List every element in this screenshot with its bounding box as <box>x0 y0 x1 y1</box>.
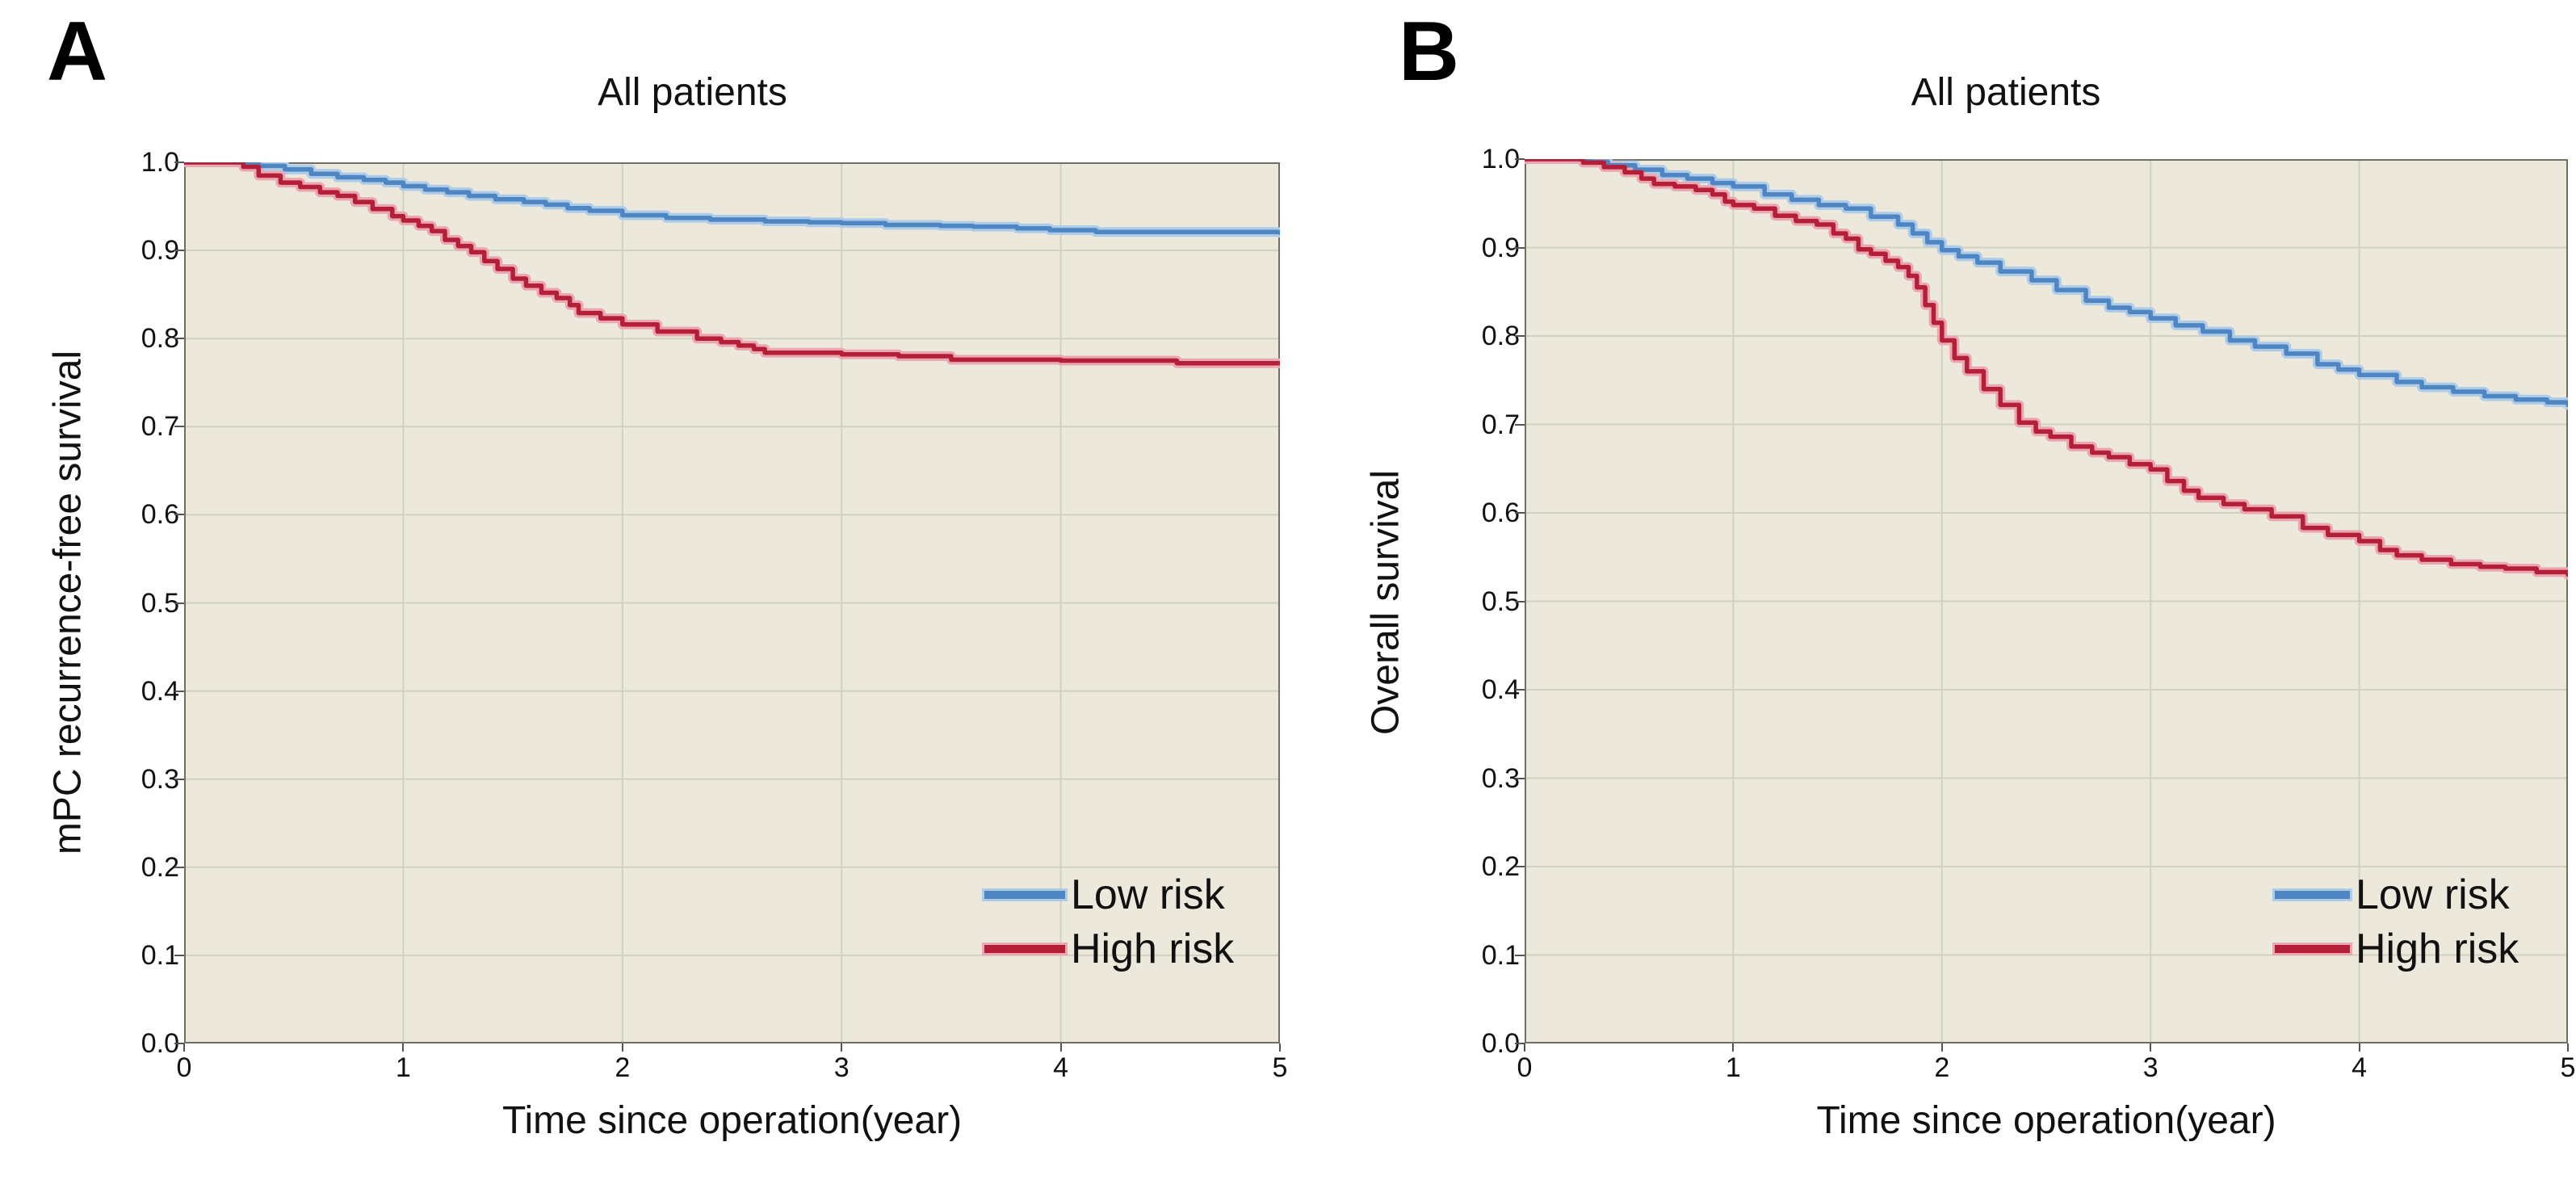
y-tick-label: 1.0 <box>141 147 179 178</box>
y-tick-mark <box>1515 600 1525 602</box>
y-tick-mark <box>174 690 184 692</box>
legend-swatch-low-risk <box>982 888 1068 901</box>
survival-curve-low-risk <box>1525 159 2568 408</box>
y-tick-mark <box>1515 777 1525 779</box>
y-tick-label: 0.0 <box>1481 1028 1520 1059</box>
y-tick-mark <box>174 954 184 956</box>
y-axis-title: mPC recurrence-free survival <box>46 350 90 855</box>
legend-entry-high-risk: High risk <box>982 927 1234 971</box>
y-tick-label: 0.5 <box>141 587 179 619</box>
legend-label-low-risk: Low risk <box>2356 871 2510 918</box>
y-tick-label: 0.3 <box>1481 762 1520 794</box>
km-plot-svg <box>184 162 1280 1043</box>
x-tick-mark <box>1279 1043 1281 1052</box>
y-tick-label: 0.7 <box>141 411 179 443</box>
legend-label-low-risk: Low risk <box>1071 871 1225 918</box>
y-tick-label: 0.3 <box>141 763 179 795</box>
x-tick-label: 4 <box>1053 1052 1069 1083</box>
y-tick-label: 0.9 <box>141 235 179 267</box>
x-tick-mark <box>2358 1043 2360 1052</box>
x-tick-mark <box>621 1043 623 1052</box>
survival-curve-high-risk <box>1525 159 2568 577</box>
x-tick-mark <box>841 1043 843 1052</box>
x-tick-mark <box>2567 1043 2569 1052</box>
y-tick-mark <box>1515 954 1525 956</box>
y-tick-label: 0.1 <box>1481 939 1520 971</box>
km-plot-svg <box>1525 159 2568 1043</box>
y-tick-mark <box>1515 512 1525 514</box>
y-tick-mark <box>174 1043 184 1044</box>
x-tick-label: 4 <box>2352 1052 2368 1083</box>
x-tick-label: 1 <box>395 1052 411 1083</box>
y-tick-mark <box>174 426 184 428</box>
legend-swatch-low-risk <box>2272 888 2352 901</box>
legend-entry-low-risk: Low risk <box>982 873 1225 917</box>
legend-swatch-high-risk <box>982 943 1068 955</box>
x-tick-label: 5 <box>2560 1052 2576 1083</box>
y-tick-mark <box>1515 423 1525 426</box>
y-tick-label: 0.7 <box>1481 409 1520 440</box>
x-tick-mark <box>1940 1043 1943 1052</box>
panel-a: A All patients mPC recurrence-free survi… <box>46 5 1288 1142</box>
y-tick-mark <box>174 514 184 516</box>
y-axis-title: Overall survival <box>1364 469 1408 736</box>
y-tick-label: 0.4 <box>141 675 179 707</box>
survival-curve-low-risk <box>184 162 1280 236</box>
x-tick-label: 3 <box>2142 1052 2159 1083</box>
y-tick-label: 0.8 <box>141 323 179 355</box>
plot-title: All patients <box>1911 71 2101 114</box>
plot-area <box>184 162 1280 1043</box>
y-tick-label: 0.8 <box>1481 321 1520 351</box>
y-tick-label: 0.1 <box>141 939 179 971</box>
y-tick-mark <box>174 162 184 163</box>
x-tick-label: 0 <box>1517 1052 1533 1083</box>
x-tick-mark <box>1732 1043 1735 1052</box>
y-tick-label: 0.2 <box>141 851 179 883</box>
panel-b: B All patients Overall survival Time sin… <box>1332 0 2576 1184</box>
legend-entry-high-risk: High risk <box>2272 927 2519 971</box>
y-tick-mark <box>1515 158 1525 160</box>
y-tick-mark <box>1515 335 1525 337</box>
x-tick-label: 0 <box>176 1052 192 1083</box>
y-tick-mark <box>174 602 184 604</box>
y-tick-label: 0.2 <box>1481 851 1520 882</box>
y-tick-mark <box>174 778 184 780</box>
y-tick-label: 0.5 <box>1481 586 1520 617</box>
y-tick-mark <box>1515 1043 1525 1044</box>
panel-letter: A <box>47 5 108 99</box>
legend-swatch-high-risk <box>2272 943 2352 955</box>
legend-label-high-risk: High risk <box>2356 926 2519 972</box>
panel-letter: B <box>1399 5 1460 99</box>
y-tick-label: 0.6 <box>1481 498 1520 528</box>
y-tick-label: 0.0 <box>141 1028 179 1059</box>
x-tick-label: 5 <box>1272 1052 1288 1083</box>
x-tick-mark <box>1059 1043 1062 1052</box>
survival-curve-high-risk <box>184 162 1280 366</box>
y-tick-mark <box>174 338 184 340</box>
x-tick-mark <box>1524 1043 1525 1052</box>
y-tick-label: 1.0 <box>1481 144 1520 174</box>
x-tick-label: 1 <box>1725 1052 1741 1083</box>
x-tick-label: 3 <box>833 1052 850 1083</box>
plot-title: All patients <box>598 71 787 114</box>
x-tick-label: 2 <box>615 1052 631 1083</box>
legend-label-high-risk: High risk <box>1071 926 1235 972</box>
y-tick-mark <box>1515 689 1525 691</box>
plot-area <box>1525 159 2568 1043</box>
y-tick-label: 0.9 <box>1481 232 1520 263</box>
x-axis-title: Time since operation(year) <box>501 1099 963 1142</box>
x-tick-mark <box>2150 1043 2152 1052</box>
x-tick-mark <box>402 1043 405 1052</box>
y-tick-mark <box>174 250 184 252</box>
x-tick-label: 2 <box>1934 1052 1950 1083</box>
y-tick-mark <box>1515 246 1525 249</box>
y-tick-mark <box>174 866 184 868</box>
y-tick-mark <box>1515 866 1525 867</box>
x-tick-mark <box>183 1043 185 1052</box>
y-tick-label: 0.6 <box>141 499 179 531</box>
y-tick-label: 0.4 <box>1481 674 1520 705</box>
legend-entry-low-risk: Low risk <box>2272 873 2510 917</box>
x-axis-title: Time since operation(year) <box>1816 1099 2276 1142</box>
